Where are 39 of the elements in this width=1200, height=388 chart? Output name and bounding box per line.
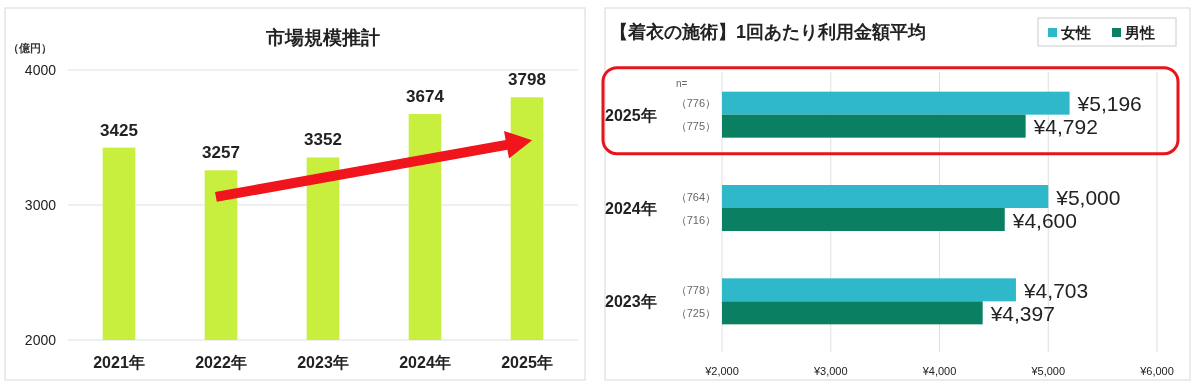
legend-label: 男性 bbox=[1124, 24, 1155, 41]
data-label: ¥5,000 bbox=[1055, 185, 1121, 209]
x-tick-label: 2021年 bbox=[93, 354, 145, 371]
y-tick-label: 2000 bbox=[24, 332, 57, 348]
data-label: ¥4,397 bbox=[989, 301, 1055, 325]
data-label: 3352 bbox=[304, 130, 342, 150]
x-tick-label: ¥3,000 bbox=[812, 365, 848, 377]
data-label: ¥4,600 bbox=[1011, 208, 1077, 232]
x-tick-label: 2024年 bbox=[399, 354, 451, 371]
x-tick-label: ¥6,000 bbox=[1139, 365, 1174, 377]
data-label: 3798 bbox=[508, 70, 546, 90]
x-tick-label: 2025年 bbox=[501, 354, 553, 371]
y-tick-label: 2024年 bbox=[605, 200, 657, 217]
x-tick-label: 2023年 bbox=[297, 354, 349, 371]
x-tick-label: ¥2,000 bbox=[704, 365, 739, 377]
data-label: 3674 bbox=[406, 87, 445, 107]
text: （725） bbox=[675, 306, 716, 319]
data-label: ¥5,196 bbox=[1076, 92, 1142, 116]
text: （775） bbox=[675, 120, 716, 133]
y-tick-label: 2025年 bbox=[605, 106, 657, 124]
chart-title: 【着衣の施術】1回あたり利用金額平均 bbox=[610, 22, 927, 42]
data-label: ¥4,792 bbox=[1032, 115, 1098, 139]
text: （778） bbox=[675, 283, 716, 296]
chart-title: 市場規模推計 bbox=[265, 27, 380, 48]
data-label: 3257 bbox=[202, 143, 240, 163]
y-tick-label: 2023年 bbox=[605, 293, 657, 311]
data-label: ¥4,703 bbox=[1022, 278, 1089, 302]
y-tick-label: 4000 bbox=[24, 62, 57, 78]
y-tick-label: 3000 bbox=[24, 197, 57, 213]
data-label: 3425 bbox=[100, 120, 138, 140]
text: （776） bbox=[675, 97, 716, 110]
x-tick-label: 2022年 bbox=[195, 354, 247, 371]
text: n= bbox=[676, 77, 688, 89]
x-tick-label: ¥4,000 bbox=[921, 365, 957, 377]
text: （716） bbox=[675, 213, 716, 226]
text: （764） bbox=[675, 190, 716, 203]
x-tick-label: ¥5,000 bbox=[1030, 365, 1066, 377]
legend-label: 女性 bbox=[1060, 24, 1091, 41]
y-axis-title: （億円） bbox=[8, 42, 52, 55]
